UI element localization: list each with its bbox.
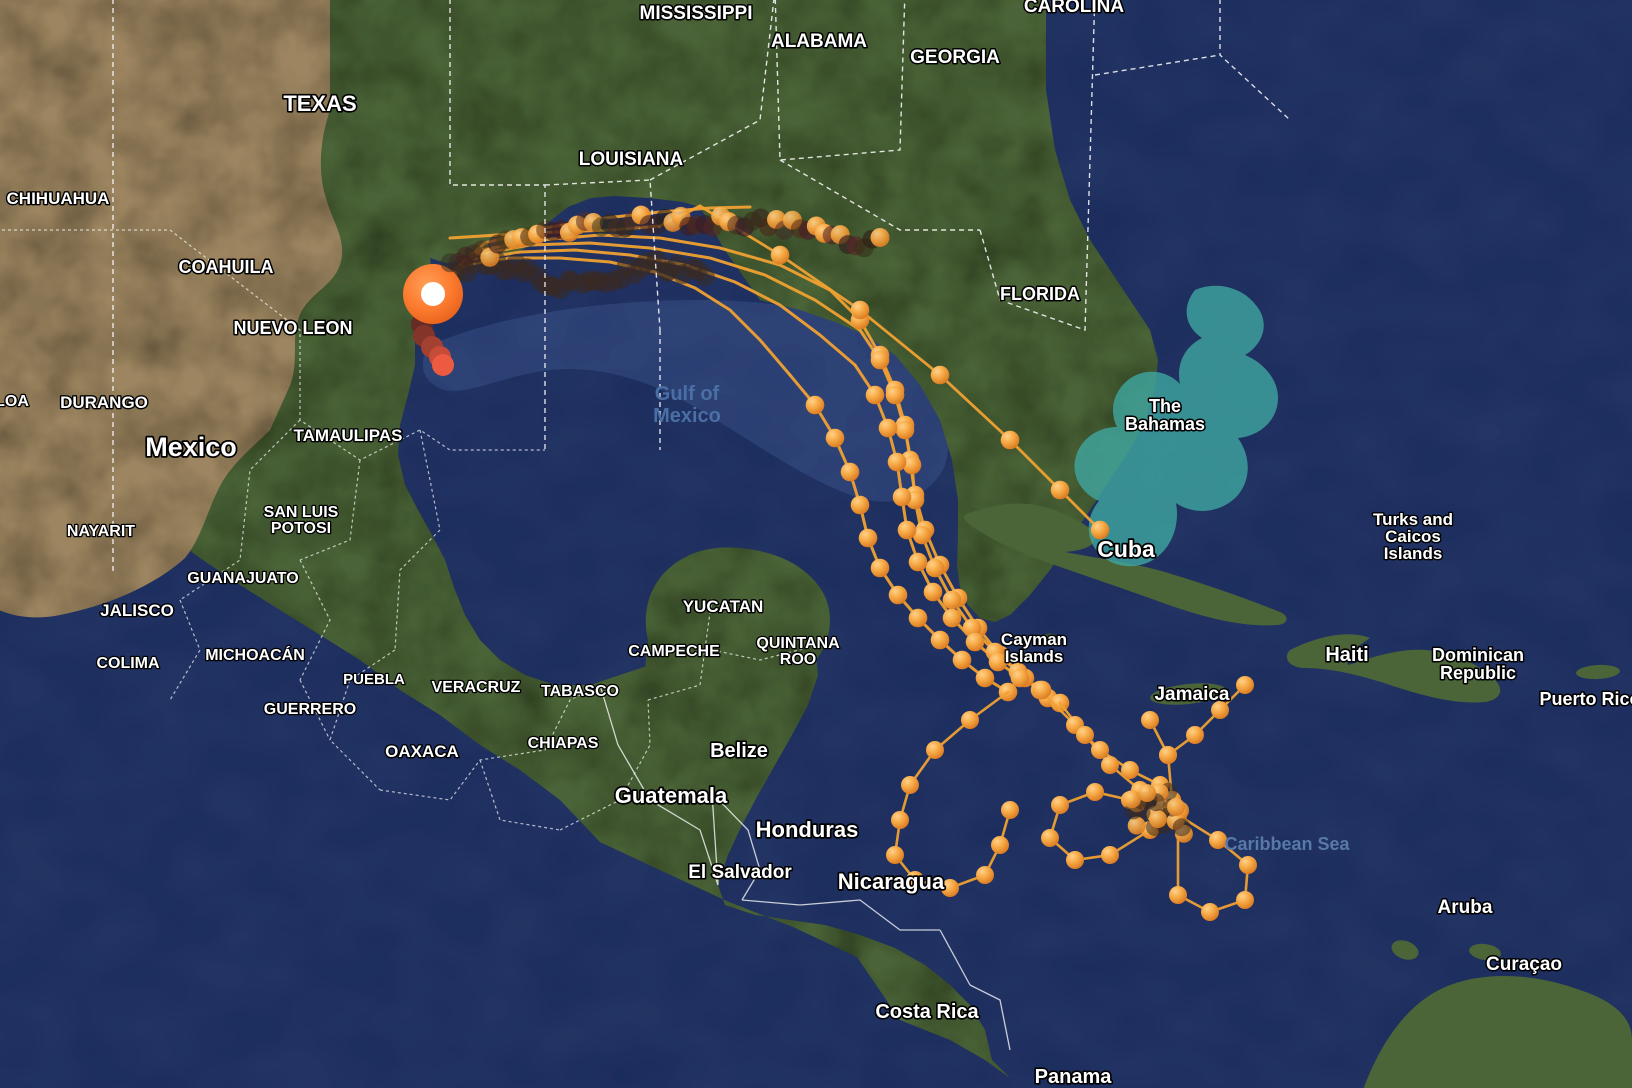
svg-text:Republic: Republic [1440,663,1516,683]
svg-text:GUERRERO: GUERRERO [264,701,356,718]
svg-text:ROO: ROO [780,651,816,668]
svg-text:Mexico: Mexico [653,405,721,427]
svg-text:OAXACA: OAXACA [385,742,459,761]
svg-text:Guatemala: Guatemala [615,783,728,808]
svg-text:Haiti: Haiti [1325,644,1368,666]
svg-text:DURANGO: DURANGO [60,393,148,412]
svg-text:CAMPECHE: CAMPECHE [628,643,720,660]
svg-text:COLIMA: COLIMA [96,655,160,672]
svg-text:TABASCO: TABASCO [541,683,619,700]
svg-text:LOUISIANA: LOUISIANA [579,149,684,170]
svg-text:ALABAMA: ALABAMA [771,31,867,52]
svg-text:Honduras: Honduras [756,817,859,842]
svg-text:NAYARIT: NAYARIT [67,523,135,540]
svg-text:Gulf of: Gulf of [655,383,720,405]
svg-text:Mexico: Mexico [145,432,237,462]
svg-text:COAHUILA: COAHUILA [179,257,274,277]
svg-text:Caribbean Sea: Caribbean Sea [1224,834,1350,854]
svg-text:CHIAPAS: CHIAPAS [528,735,599,752]
svg-text:MICHOACÁN: MICHOACÁN [205,645,305,664]
svg-text:Aruba: Aruba [1438,897,1493,918]
svg-text:QUINTANA: QUINTANA [756,635,840,652]
svg-text:YUCATAN: YUCATAN [683,597,764,616]
svg-text:POTOSI: POTOSI [271,520,331,537]
svg-text:Islands: Islands [1384,544,1443,563]
svg-text:Cuba: Cuba [1097,536,1155,562]
svg-text:CHIHUAHUA: CHIHUAHUA [7,189,110,208]
svg-text:NUEVO LEON: NUEVO LEON [233,318,352,338]
svg-text:El Salvador: El Salvador [688,862,792,883]
svg-text:GUANAJUATO: GUANAJUATO [187,570,298,587]
svg-text:Curaçao: Curaçao [1486,954,1562,975]
svg-text:MISSISSIPPI: MISSISSIPPI [640,3,753,24]
svg-text:Jamaica: Jamaica [1154,684,1229,705]
svg-text:The: The [1149,396,1181,416]
svg-text:Panama: Panama [1035,1066,1113,1088]
svg-text:Belize: Belize [710,740,768,762]
svg-text:VERACRUZ: VERACRUZ [432,679,521,696]
svg-text:Puerto Rico: Puerto Rico [1539,689,1632,709]
svg-text:Dominican: Dominican [1432,645,1524,665]
svg-text:JALISCO: JALISCO [100,601,174,620]
svg-text:Bahamas: Bahamas [1125,414,1205,434]
svg-text:Nicaragua: Nicaragua [838,869,945,894]
svg-text:SAN LUIS: SAN LUIS [264,504,339,521]
svg-text:LOA: LOA [0,393,29,410]
svg-text:Islands: Islands [1005,647,1064,666]
svg-text:FLORIDA: FLORIDA [1000,284,1080,304]
svg-text:GEORGIA: GEORGIA [910,47,1000,68]
svg-text:Costa Rica: Costa Rica [875,1001,979,1023]
svg-text:PUEBLA: PUEBLA [343,671,405,688]
svg-text:TEXAS: TEXAS [283,91,356,116]
svg-text:CAROLINA: CAROLINA [1024,0,1125,17]
svg-text:TAMAULIPAS: TAMAULIPAS [294,426,403,445]
